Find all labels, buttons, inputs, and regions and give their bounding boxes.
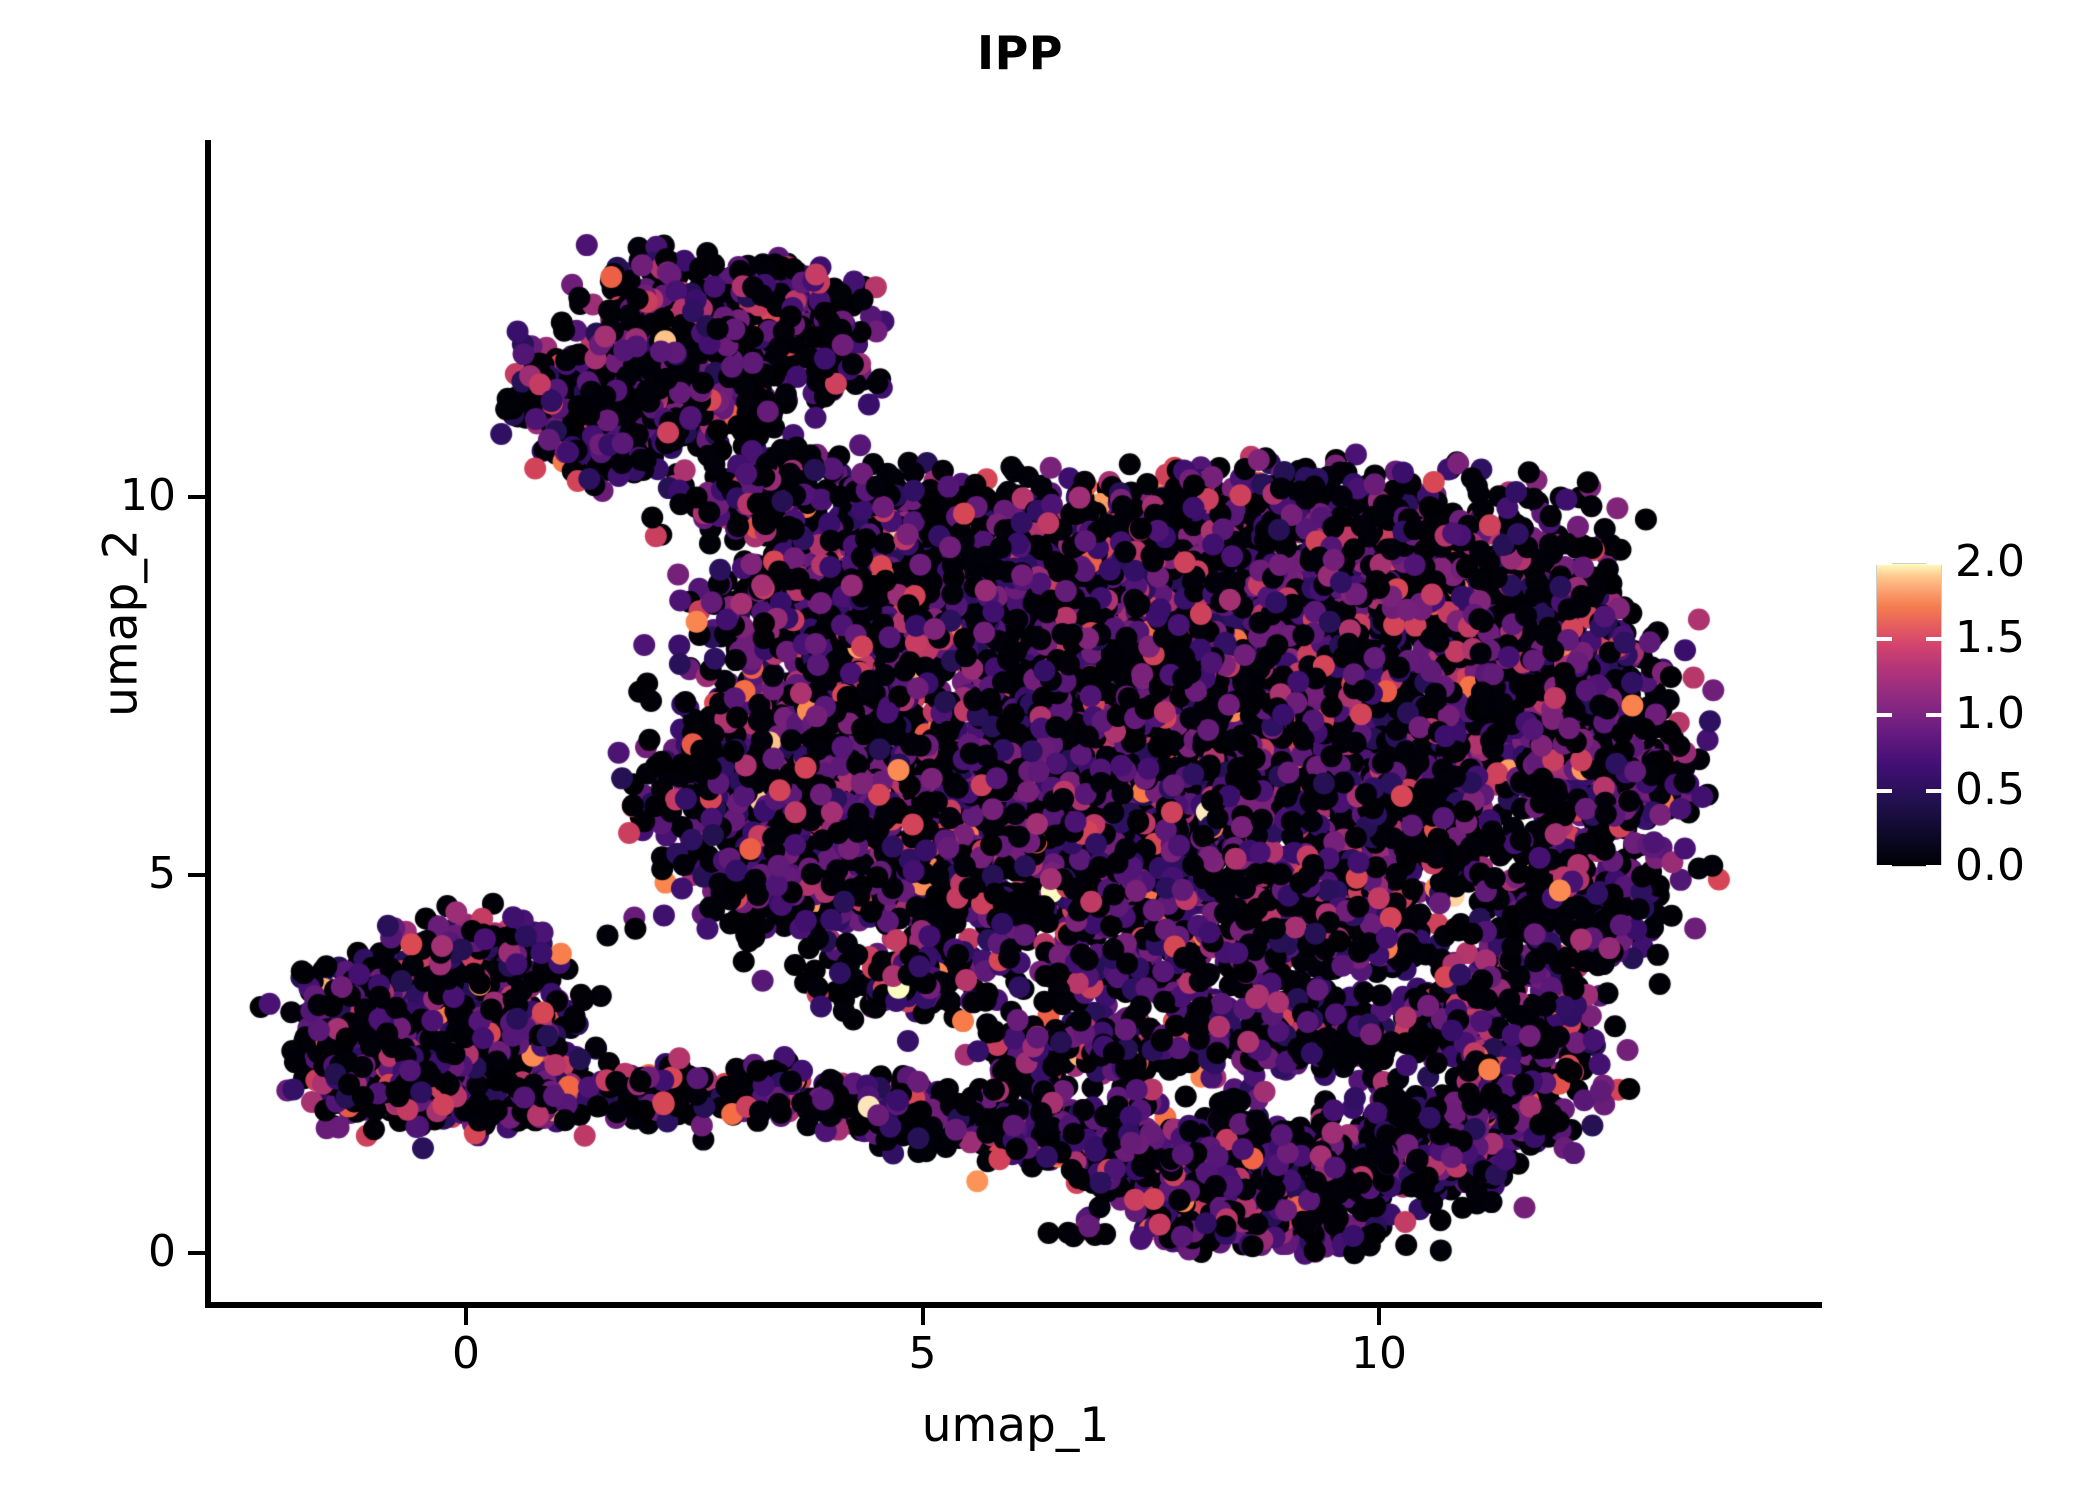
y-tick-label: 5 [148, 848, 176, 899]
y-tick-mark [188, 495, 205, 499]
x-tick-mark [920, 1308, 925, 1325]
x-axis-spine [205, 1302, 1822, 1308]
y-tick-mark [188, 873, 205, 877]
colorbar-tick-mark [1926, 713, 1942, 717]
colorbar-tick-label: 0.5 [1955, 764, 2025, 815]
x-tick-label: 5 [908, 1328, 937, 1379]
colorbar-tick-mark [1926, 789, 1942, 793]
colorbar-tick-mark [1876, 713, 1892, 717]
y-tick-label: 10 [120, 470, 176, 521]
umap-scatter-points [209, 140, 1822, 1305]
colorbar-tick-mark [1876, 789, 1892, 793]
scatter-plot-area [209, 140, 1822, 1305]
y-axis-label: umap_2 [93, 529, 148, 717]
y-tick-mark [188, 1251, 205, 1255]
colorbar-tick-label: 0.0 [1955, 840, 2025, 891]
colorbar-tick-label: 2.0 [1955, 536, 2025, 587]
colorbar-tick-mark [1876, 865, 1892, 869]
colorbar-tick-mark [1926, 865, 1942, 869]
colorbar-tick-label: 1.0 [1955, 688, 2025, 739]
x-tick-label: 0 [452, 1328, 480, 1379]
x-tick-mark [1377, 1308, 1381, 1325]
x-tick-label: 10 [1351, 1328, 1407, 1379]
page-title: IPP [976, 26, 1064, 80]
colorbar [1876, 561, 1942, 869]
colorbar-tick-mark [1876, 637, 1892, 641]
colorbar-tick-label: 1.5 [1955, 612, 2025, 663]
x-tick-mark [464, 1308, 468, 1325]
y-axis-spine [205, 140, 211, 1308]
colorbar-tick-mark [1876, 561, 1892, 565]
y-tick-label: 0 [148, 1226, 176, 1277]
colorbar-tick-mark [1926, 637, 1942, 641]
x-axis-label: umap_1 [921, 1398, 1110, 1453]
colorbar-tick-mark [1926, 561, 1942, 565]
y-axis-label-wrapper: umap_2 [91, 41, 151, 1206]
